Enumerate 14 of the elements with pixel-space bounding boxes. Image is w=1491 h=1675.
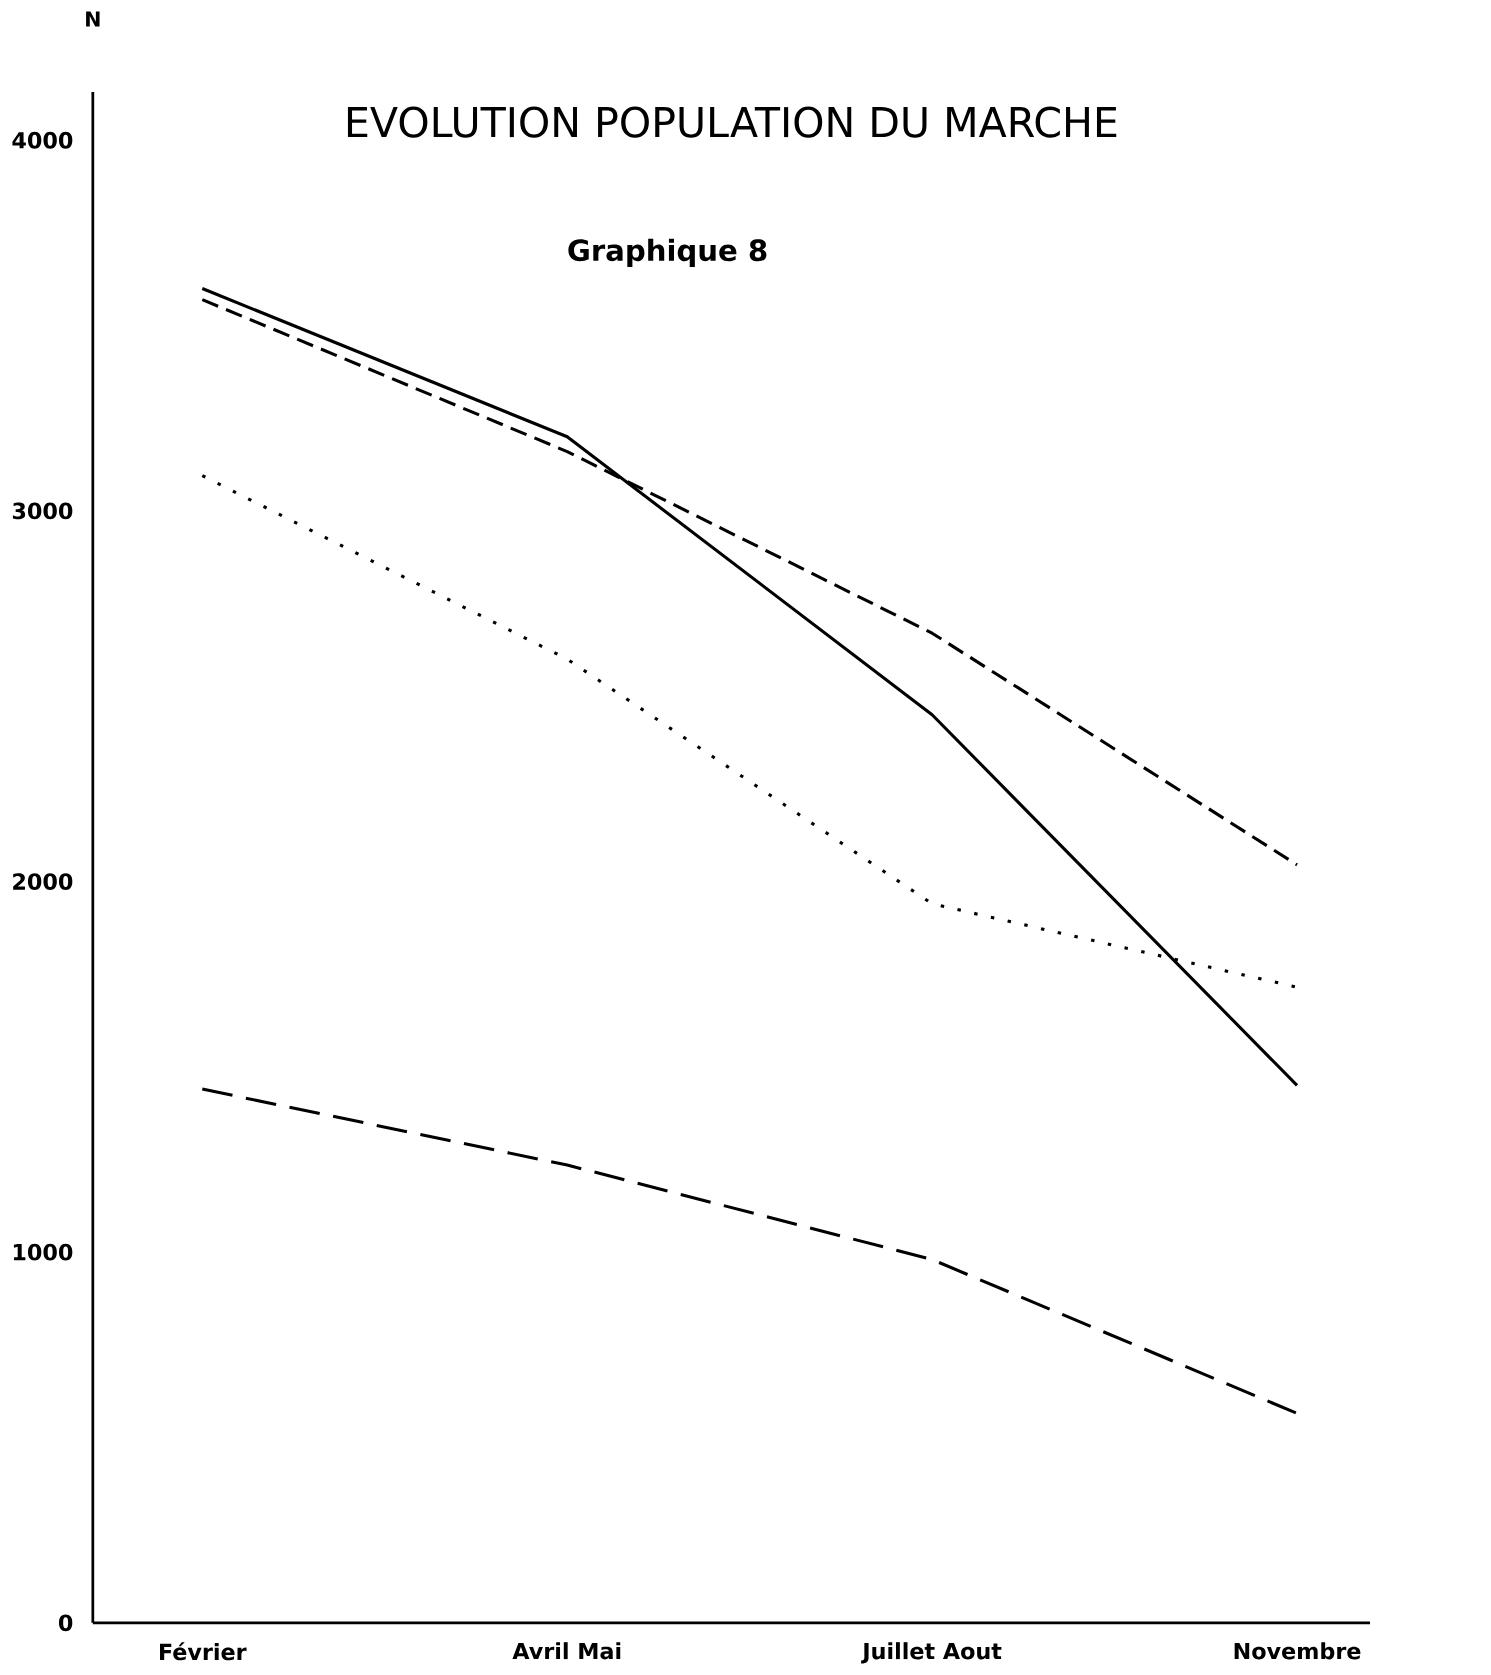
y-tick-label: 1000 <box>13 1243 73 1261</box>
x-tick-label: Novembre <box>1234 1642 1361 1660</box>
line-series <box>200 1087 1299 1415</box>
x-tick-label: Juillet Aout <box>861 1642 1002 1664</box>
text: Graphique 8 <box>568 238 767 267</box>
y-tick-label: 3000 <box>12 502 73 520</box>
y-axis-title: N <box>86 11 100 27</box>
line-series <box>200 286 1299 1087</box>
y-tick-label: 2000 <box>13 873 73 890</box>
y-tick-label: 0 <box>58 1614 73 1632</box>
chart-title: EVOLUTION POPULATION DU MARCHE <box>347 106 1117 138</box>
x-tick-label: Février <box>159 1642 247 1661</box>
x-tick-label: Avril Mai <box>512 1642 621 1660</box>
y-tick-label: 4000 <box>12 131 73 149</box>
